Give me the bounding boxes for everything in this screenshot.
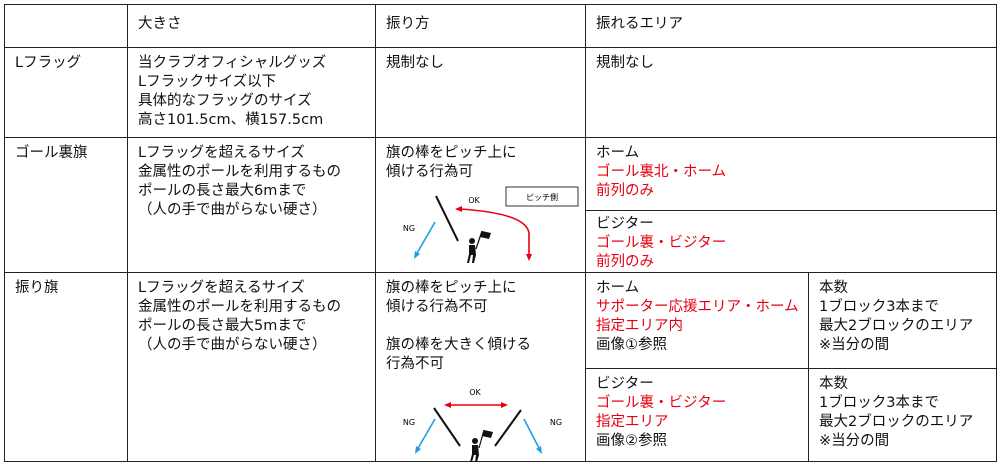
ok-label: OK (469, 388, 481, 397)
swing-flag-diagram: OK NG NG (403, 388, 562, 462)
row-goal-flag-area-home: ホーム ゴール裏北・ホーム 前列のみ (585, 137, 997, 211)
row-swing-flag-count-visitor: 本数 1ブロック3本まで 最大2ブロックのエリア ※当分の間 (808, 368, 997, 462)
pitch-side-label: ピッチ側 (526, 192, 558, 202)
pole-line (435, 195, 459, 242)
ok-label: OK (468, 196, 480, 205)
ok-arrowhead-left (455, 206, 462, 212)
row-goal-flag-name: ゴール裏旗 (4, 137, 128, 273)
header-area: 振れるエリア (585, 4, 997, 48)
row-swing-flag-count-home: 本数 1ブロック3本まで 最大2ブロックのエリア ※当分の間 (808, 272, 997, 369)
row-swing-flag-size: Lフラッグを超えるサイズ 金属性のポールを利用するもの ポールの長さ最大5mまで… (127, 272, 376, 462)
person-with-flag-icon (467, 230, 491, 263)
ok-arrow (458, 208, 530, 257)
row-swing-flag-swing: 旗の棒をピッチ上に 傾ける行為不可 旗の棒を大きく傾ける 行為不可 OK NG … (375, 272, 586, 462)
row-lflag-area: 規制なし (585, 47, 997, 138)
row-goal-flag-swing: 旗の棒をピッチ上に 傾ける行為可 ピッチ側 OK NG (375, 137, 586, 273)
row-lflag-swing: 規制なし (375, 47, 586, 138)
header-swing: 振り方 (375, 4, 586, 48)
header-size: 大きさ (127, 4, 376, 48)
ng-label: NG (403, 224, 415, 233)
ng-arrowhead (414, 251, 420, 259)
ng-left-arrow (416, 418, 436, 451)
goal-flag-swing-diagram: ピッチ側 OK NG (403, 186, 579, 263)
ng-left-label: NG (403, 418, 415, 427)
row-lflag-name: Lフラッグ (4, 47, 128, 138)
row-swing-flag-area-visitor: ビジター ゴール裏・ビジター 指定エリア 画像②参照 (585, 368, 809, 462)
pole-left (433, 407, 461, 447)
pole-right (494, 409, 522, 447)
ng-right-label: NG (550, 418, 562, 427)
row-goal-flag-area-visitor: ビジター ゴール裏・ビジター 前列のみ (585, 210, 997, 273)
pitch-side-box (505, 186, 579, 207)
person-with-flag-icon (470, 429, 493, 462)
row-goal-flag-size: Lフラッグを超えるサイズ 金属性のポールを利用するもの ポールの長さ最大6mまで… (127, 137, 376, 273)
row-swing-flag-name: 振り旗 (4, 272, 128, 462)
row-lflag-size: 当クラブオフィシャルグッズ Lフラックサイズ以下 具体的なフラッグのサイズ 高さ… (127, 47, 376, 138)
header-empty (4, 4, 128, 48)
row-swing-flag-area-home: ホーム サポーター応援エリア・ホーム 指定エリア内 画像①参照 (585, 272, 809, 369)
ng-right-arrow (523, 418, 541, 451)
ng-arrow (415, 221, 436, 256)
ok-arrowhead-down (526, 254, 532, 261)
